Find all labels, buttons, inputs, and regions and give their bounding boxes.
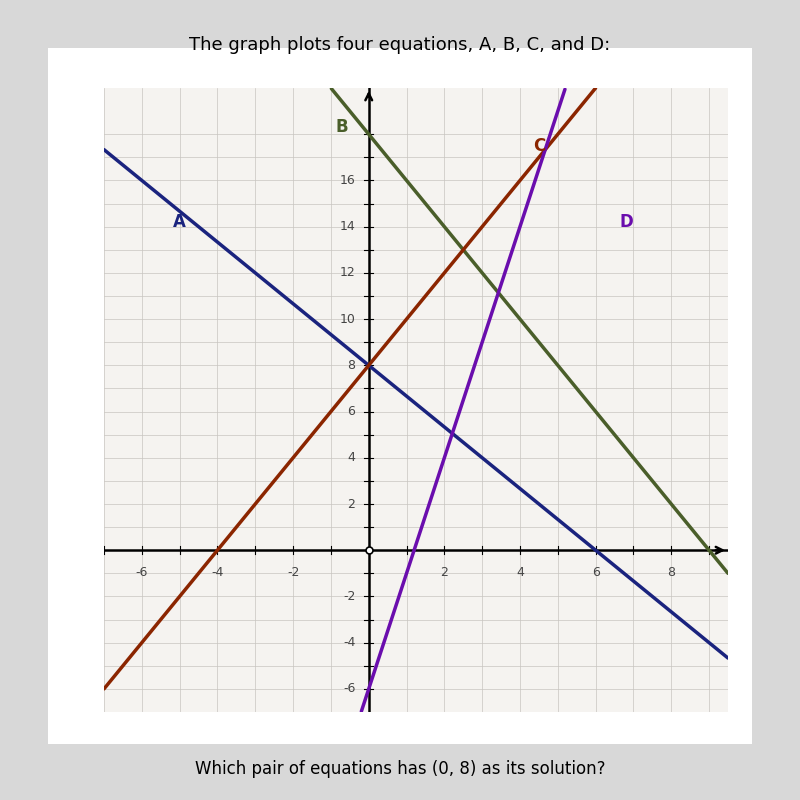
Text: -4: -4 (343, 636, 355, 649)
Text: 2: 2 (348, 498, 355, 510)
Text: C: C (533, 137, 545, 154)
Text: -6: -6 (136, 566, 148, 579)
Text: The graph plots four equations, A, B, C, and D:: The graph plots four equations, A, B, C,… (190, 36, 610, 54)
Text: 2: 2 (441, 566, 448, 579)
Text: 4: 4 (516, 566, 524, 579)
Text: -4: -4 (211, 566, 224, 579)
Text: B: B (336, 118, 349, 136)
Text: 6: 6 (592, 566, 599, 579)
Text: 8: 8 (347, 359, 355, 372)
Text: 10: 10 (340, 313, 355, 326)
Text: 14: 14 (340, 220, 355, 233)
Text: -6: -6 (343, 682, 355, 695)
Text: A: A (173, 213, 186, 231)
Text: -2: -2 (287, 566, 299, 579)
Text: 12: 12 (340, 266, 355, 279)
Text: D: D (619, 213, 633, 231)
Text: 8: 8 (667, 566, 675, 579)
Text: -2: -2 (343, 590, 355, 603)
Text: 4: 4 (348, 451, 355, 464)
Text: 6: 6 (348, 405, 355, 418)
Text: Which pair of equations has (0, 8) as its solution?: Which pair of equations has (0, 8) as it… (194, 760, 606, 778)
Text: 16: 16 (340, 174, 355, 187)
